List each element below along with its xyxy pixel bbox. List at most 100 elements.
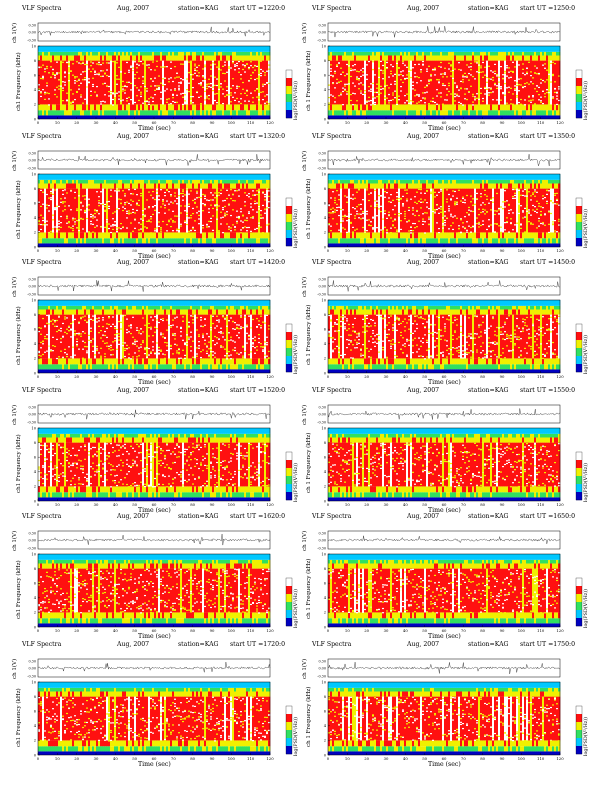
panel-title: VLF Spectra (22, 133, 62, 140)
waveform-y-label: ch 1(V) (302, 404, 308, 425)
time-axis-label: Time (sec) (428, 761, 461, 768)
spectrogram-panel: VLF Spectra Aug, 2007 station=KAG start UT … (10, 4, 300, 132)
colorbar-label: log(PSD(V²/Hz)) (294, 588, 299, 628)
colorbar-segment (576, 492, 582, 501)
colorbar-segment (576, 94, 582, 103)
time-axis-label: Time (sec) (138, 633, 171, 640)
spectrogram-panel: VLF Spectra Aug, 2007 station=KAG start UT … (300, 386, 590, 514)
frequency-tick-label: 0 (34, 499, 37, 503)
colorbar-segment (576, 102, 582, 111)
time-tick-label: 120 (556, 248, 564, 253)
frequency-tick-label: 2 (324, 611, 326, 615)
colorbar-segment (576, 70, 582, 79)
colorbar-frame (575, 577, 583, 627)
time-tick-label: 30 (94, 756, 99, 761)
frequency-tick-label: 8 (324, 441, 327, 445)
colorbar-segment (286, 78, 292, 87)
time-tick-label: 100 (518, 248, 526, 253)
spectrogram-y-label: ch 1 Frequency (kHz) (306, 558, 312, 619)
waveform-trace (327, 26, 561, 38)
panel-header: VLF Spectra Aug, 2007 station=KAG start UT … (312, 5, 575, 14)
time-tick-label: 100 (228, 502, 236, 507)
waveform-tick-label: 0.30 (318, 151, 326, 155)
spectrogram-image (38, 300, 271, 373)
waveform-tick-label: 0.30 (28, 531, 36, 535)
time-tick-label: 80 (190, 248, 195, 253)
time-tick-label: 0 (37, 502, 40, 507)
colorbar-segment (286, 578, 292, 587)
frequency-tick-label: 0 (324, 753, 327, 757)
waveform-tick-label: -0.30 (317, 38, 326, 42)
colorbar-segment (576, 610, 582, 619)
time-tick-label: 100 (518, 120, 526, 125)
colorbar-segment (286, 714, 292, 723)
spectrogram-panel: VLF Spectra Aug, 2007 station=KAG start UT … (300, 258, 590, 386)
spectrogram-image (328, 428, 561, 501)
panel-station: station=KAG (178, 641, 219, 648)
time-tick-label: 50 (422, 120, 427, 125)
time-tick-label: 70 (461, 628, 466, 633)
spectrogram-y-label: ch1 Frequency (kHz) (16, 560, 22, 619)
time-tick-label: 70 (461, 374, 466, 379)
colorbar-segment (286, 230, 292, 239)
frequency-tick-label: 6 (324, 328, 327, 332)
colorbar-frame (285, 577, 293, 627)
spectrogram-image (328, 46, 561, 119)
frequency-tick-label: 0 (324, 371, 327, 375)
frequency-tick-label: 4 (34, 342, 37, 346)
time-tick-label: 70 (461, 756, 466, 761)
colorbar-segment (286, 738, 292, 747)
time-tick-label: 40 (403, 756, 408, 761)
time-tick-label: 80 (480, 756, 485, 761)
time-tick-label: 0 (327, 374, 330, 379)
time-tick-label: 40 (113, 374, 118, 379)
time-tick-label: 10 (345, 756, 350, 761)
time-tick-label: 40 (113, 502, 118, 507)
time-tick-label: 20 (364, 248, 369, 253)
colorbar-frame (285, 451, 293, 501)
colorbar-segment (286, 602, 292, 611)
panel-title: VLF Spectra (312, 259, 352, 266)
waveform-tick-label: 0.30 (28, 23, 36, 27)
time-tick-label: 60 (152, 756, 157, 761)
time-tick-label: 80 (190, 756, 195, 761)
waveform-tick-label: -0.30 (317, 674, 326, 678)
spectrogram-image (328, 554, 561, 627)
panel-title: VLF Spectra (312, 387, 352, 394)
panel-header: VLF Spectra Aug, 2007 station=KAG start UT … (22, 387, 285, 396)
colorbar-segment (286, 484, 292, 493)
panel-plot: -0.30 0.00 0.30 0 2 4 6 8 100 10 20 30 40 50 60 70 80 90 1… (27, 276, 293, 379)
waveform-tick-label: 0.30 (318, 659, 326, 663)
spectrogram-image (38, 554, 271, 627)
time-tick-label: 100 (228, 120, 236, 125)
panel-plot: -0.30 0.00 0.30 0 2 4 6 8 100 10 20 30 40 50 60 70 80 90 1… (27, 150, 293, 253)
panel-station: station=KAG (468, 641, 509, 648)
time-tick-label: 90 (210, 502, 215, 507)
colorbar-segment (576, 578, 582, 587)
time-tick-label: 110 (537, 502, 545, 507)
panel-date: Aug, 2007 (117, 133, 150, 140)
frequency-tick-label: 4 (34, 596, 37, 600)
panel-date: Aug, 2007 (407, 641, 440, 648)
frequency-tick-label: 10 (31, 552, 36, 556)
time-tick-label: 60 (442, 120, 447, 125)
time-tick-label: 100 (518, 756, 526, 761)
time-tick-label: 10 (55, 756, 60, 761)
time-tick-label: 100 (228, 374, 236, 379)
frequency-tick-label: 8 (324, 567, 327, 571)
panel-header: VLF Spectra Aug, 2007 station=KAG start UT … (312, 387, 575, 396)
time-tick-label: 120 (556, 374, 564, 379)
panel-station: station=KAG (468, 133, 509, 140)
time-axis-label: Time (sec) (428, 125, 461, 132)
frequency-tick-label: 8 (324, 187, 327, 191)
waveform-tick-label: -0.30 (27, 546, 36, 550)
time-tick-label: 50 (132, 374, 137, 379)
frequency-tick-label: 2 (34, 357, 36, 361)
spectrogram-panel: VLF Spectra Aug, 2007 station=KAG start UT … (10, 258, 300, 386)
time-tick-label: 10 (55, 248, 60, 253)
colorbar-segment (286, 348, 292, 357)
spectrogram-y-label: ch 1 Frequency (kHz) (306, 50, 312, 111)
frequency-tick-label: 6 (324, 710, 327, 714)
waveform-trace (327, 408, 561, 420)
spectrogram-y-label: ch1 Frequency (kHz) (16, 306, 22, 365)
